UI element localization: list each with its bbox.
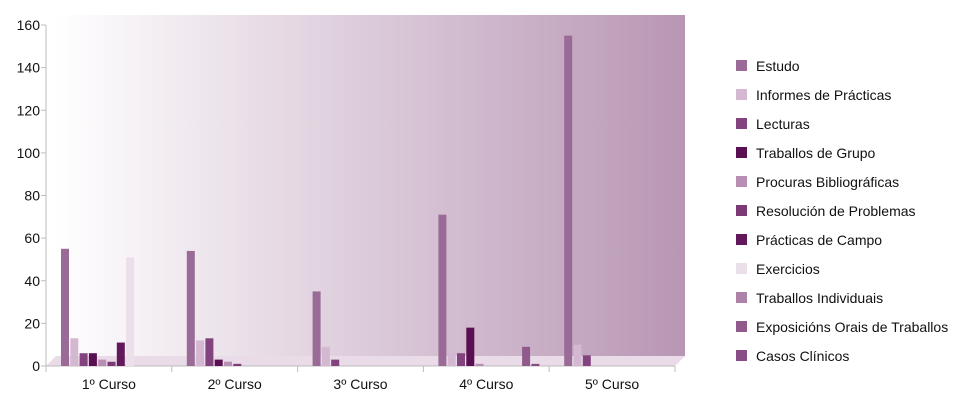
legend-swatch <box>736 263 747 274</box>
bar <box>322 347 330 366</box>
bar <box>583 355 591 366</box>
bar <box>522 347 530 366</box>
bar <box>224 362 232 366</box>
bar <box>574 345 582 366</box>
legend-swatch <box>736 176 747 187</box>
x-category-label: 1º Curso <box>82 376 136 392</box>
legend-item: Prácticas de Campo <box>736 225 948 254</box>
bar <box>205 338 213 366</box>
legend-item: Traballos Individuais <box>736 283 948 312</box>
legend-swatch <box>736 292 747 303</box>
legend-label: Estudo <box>756 58 800 74</box>
legend-item: Procuras Bibliográficas <box>736 167 948 196</box>
legend-label: Resolución de Problemas <box>756 203 916 219</box>
bar <box>466 328 474 366</box>
bar <box>70 338 78 366</box>
legend-swatch <box>736 205 747 216</box>
x-category-label: 4º Curso <box>459 376 513 392</box>
y-axis-ticks: 0 20 40 60 80 100 120 140 160 <box>17 17 46 374</box>
bar <box>233 364 241 366</box>
bar <box>117 343 125 366</box>
bar <box>331 360 339 366</box>
legend-item: Exposicións Orais de Traballos <box>736 312 948 341</box>
y-tick-label: 80 <box>24 188 40 204</box>
y-tick-label: 0 <box>32 358 40 374</box>
y-tick-label: 20 <box>24 315 40 331</box>
y-tick-label: 120 <box>17 102 41 118</box>
legend-item: Estudo <box>736 51 948 80</box>
x-category-label: 5º Curso <box>585 376 639 392</box>
bar <box>89 353 97 366</box>
bar <box>126 257 134 366</box>
legend-label: Traballos de Grupo <box>756 145 875 161</box>
bar <box>313 291 321 366</box>
legend-item: Resolución de Problemas <box>736 196 948 225</box>
legend-label: Exposicións Orais de Traballos <box>756 319 948 335</box>
legend-label: Procuras Bibliográficas <box>756 174 899 190</box>
bar <box>438 215 446 366</box>
legend-swatch <box>736 350 747 361</box>
bar <box>98 360 106 366</box>
legend-label: Traballos Individuais <box>756 290 883 306</box>
bar <box>531 364 539 366</box>
x-category-label: 3º Curso <box>333 376 387 392</box>
legend: Estudo Informes de Prácticas Lecturas Traba… <box>736 51 948 370</box>
bar <box>564 36 572 366</box>
bar <box>108 362 116 366</box>
x-axis-ticks: 1º Curso 2º Curso 3º Curso 4º Curso 5º Curso <box>46 366 675 392</box>
y-tick-label: 160 <box>17 17 41 33</box>
legend-item: Casos Clínicos <box>736 341 948 370</box>
bar <box>187 251 195 366</box>
y-tick-label: 100 <box>17 145 41 161</box>
bar <box>476 364 484 366</box>
bar <box>196 340 204 366</box>
legend-swatch <box>736 60 747 71</box>
plot-background <box>56 15 685 356</box>
legend-swatch <box>736 89 747 100</box>
bar <box>80 353 88 366</box>
legend-label: Prácticas de Campo <box>756 232 882 248</box>
legend-item: Exercicios <box>736 254 948 283</box>
legend-item: Informes de Prácticas <box>736 80 948 109</box>
legend-swatch <box>736 234 747 245</box>
x-category-label: 2º Curso <box>208 376 262 392</box>
bar <box>457 353 465 366</box>
legend-label: Informes de Prácticas <box>756 87 891 103</box>
bar <box>215 360 223 366</box>
legend-swatch <box>736 147 747 158</box>
bar <box>61 249 69 366</box>
legend-label: Lecturas <box>756 116 810 132</box>
legend-item: Lecturas <box>736 109 948 138</box>
legend-item: Traballos de Grupo <box>736 138 948 167</box>
y-tick-label: 60 <box>24 230 40 246</box>
legend-label: Exercicios <box>756 261 820 277</box>
y-tick-label: 140 <box>17 60 41 76</box>
legend-label: Casos Clínicos <box>756 348 849 364</box>
y-tick-label: 40 <box>24 273 40 289</box>
bar <box>448 353 456 366</box>
legend-swatch <box>736 118 747 129</box>
legend-swatch <box>736 321 747 332</box>
